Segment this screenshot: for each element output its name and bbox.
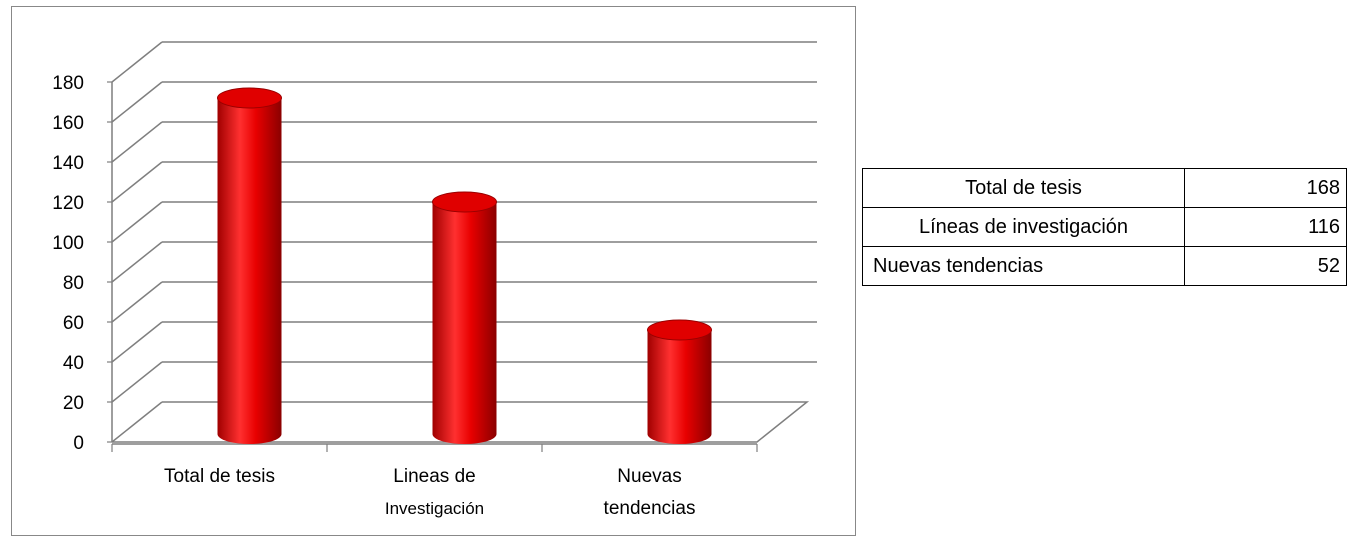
table-cell-label: Nuevas tendencias [862, 246, 1185, 286]
y-tick-label: 140 [52, 153, 84, 174]
table-cell-label: Total de tesis [862, 168, 1185, 208]
gridline-diagonal [111, 281, 163, 323]
y-tick-label: 60 [63, 313, 84, 334]
bar-body [647, 330, 712, 444]
y-tick-label: 160 [52, 113, 84, 134]
y-tick-label: 180 [52, 73, 84, 94]
gridline-diagonal [111, 241, 163, 283]
gridline-diagonal [111, 121, 163, 163]
bars [217, 87, 712, 444]
x-tick-label: Investigación [385, 499, 484, 518]
bar-top [217, 87, 282, 109]
table-cell-value: 116 [1184, 207, 1347, 247]
table-row: Total de tesis 168 [862, 168, 1347, 208]
bar [432, 191, 497, 444]
y-tick-label: 40 [63, 353, 84, 374]
table-cell-value: 52 [1184, 246, 1347, 286]
gridline-diagonal [111, 41, 163, 83]
table-cell-label: Líneas de investigación [862, 207, 1185, 247]
table-row: Nuevas tendencias 52 [862, 246, 1347, 286]
table-cell-value: 168 [1184, 168, 1347, 208]
bar-body [432, 202, 497, 444]
chart-frame: 0 20 40 60 80 100 120 140 160 180 Total de tesis Li… [11, 6, 856, 536]
gridline-diagonal [111, 321, 163, 363]
bar-top [647, 319, 712, 341]
gridline-diagonal [111, 361, 163, 403]
bar-body [217, 98, 282, 444]
gridline-diagonal [111, 401, 163, 443]
y-tick-label: 100 [52, 233, 84, 254]
gridline-diagonal [111, 161, 163, 203]
y-tick-label: 120 [52, 193, 84, 214]
gridline-diagonal [111, 201, 163, 243]
y-tick-label: 20 [63, 393, 84, 414]
x-tick-label: Total de tesis [164, 466, 275, 487]
x-tick-label: tendencias [604, 498, 696, 519]
x-tick-label: Lineas de [393, 466, 475, 487]
gridline-diagonal [111, 81, 163, 123]
bar-top [432, 191, 497, 213]
bar [217, 87, 282, 444]
axis-labels: 0 20 40 60 80 100 120 140 160 180 Total de tesis Li… [52, 73, 695, 519]
y-tick-label: 0 [73, 433, 84, 454]
data-table: Total de tesis 168 Líneas de investigaci… [862, 168, 1347, 286]
bar-chart: 0 20 40 60 80 100 120 140 160 180 Total de tesis Li… [52, 41, 817, 519]
y-tick-label: 80 [63, 273, 84, 294]
bar [647, 319, 712, 444]
table-row: Líneas de investigación 116 [862, 207, 1347, 247]
x-tick-label: Nuevas [617, 466, 681, 487]
